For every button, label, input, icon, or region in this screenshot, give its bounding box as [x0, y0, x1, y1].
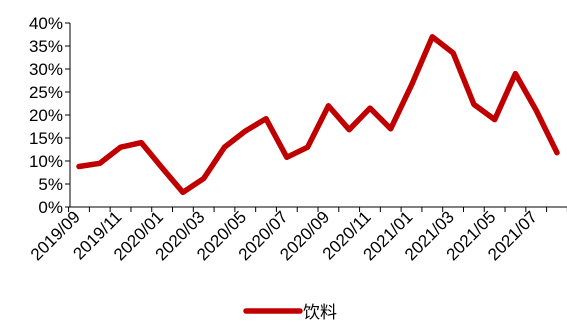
y-tick-label: 40% — [29, 14, 63, 33]
y-tick-label: 35% — [29, 37, 63, 56]
y-tick-label: 0% — [38, 198, 63, 217]
y-axis: 0% 5% 10% 15% 20% 25% 30% 35% 40% — [29, 14, 71, 217]
series-line — [76, 34, 560, 196]
y-tick-label: 15% — [29, 129, 63, 148]
y-tick-label: 30% — [29, 60, 63, 79]
series-layer — [76, 34, 560, 196]
legend-label: 饮料 — [303, 303, 337, 323]
x-axis: 2019/092019/112020/012020/032020/052020/… — [27, 206, 567, 264]
y-tick-label: 10% — [29, 152, 63, 171]
y-tick-label: 5% — [38, 175, 63, 194]
y-tick-label: 20% — [29, 106, 63, 125]
legend: 饮料 — [243, 303, 337, 323]
y-tick-label: 25% — [29, 83, 63, 102]
